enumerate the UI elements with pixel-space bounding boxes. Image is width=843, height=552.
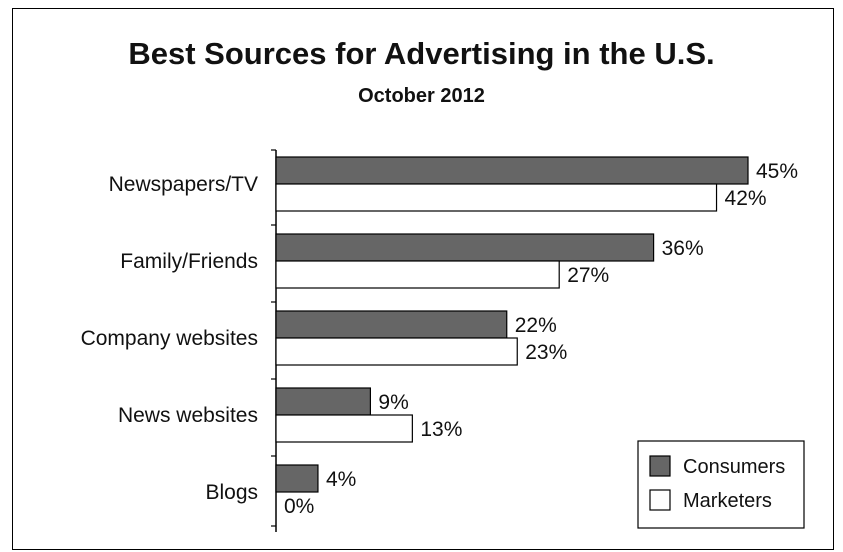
consumers-bar	[275, 464, 319, 493]
data-label: 4%	[326, 468, 356, 491]
marketers-bar	[275, 183, 718, 212]
consumers-bar	[275, 156, 749, 185]
consumers-bar	[275, 310, 508, 339]
data-label: 42%	[725, 187, 767, 210]
category-label: Family/Friends	[120, 250, 258, 273]
legend-swatch	[649, 455, 671, 477]
category-label: Blogs	[205, 481, 258, 504]
consumers-bar	[275, 233, 655, 262]
category-label: Newspapers/TV	[109, 173, 258, 196]
category-label: News websites	[118, 404, 258, 427]
chart-subtitle: October 2012	[358, 85, 485, 107]
data-label: 36%	[662, 237, 704, 260]
legend-box	[637, 440, 805, 529]
data-label: 9%	[378, 391, 408, 414]
legend-label: Marketers	[683, 490, 772, 512]
consumers-bar	[275, 387, 372, 416]
marketers-bar	[275, 414, 413, 443]
chart-title: Best Sources for Advertising in the U.S.	[128, 36, 715, 71]
marketers-bar	[275, 337, 518, 366]
category-label: Company websites	[81, 327, 258, 350]
data-label: 0%	[284, 495, 314, 518]
data-label: 13%	[420, 418, 462, 441]
data-label: 27%	[567, 264, 609, 287]
marketers-bar	[275, 260, 560, 289]
legend-swatch	[649, 489, 671, 511]
data-label: 45%	[756, 160, 798, 183]
legend-label: Consumers	[683, 456, 785, 478]
data-label: 22%	[515, 314, 557, 337]
data-label: 23%	[525, 341, 567, 364]
